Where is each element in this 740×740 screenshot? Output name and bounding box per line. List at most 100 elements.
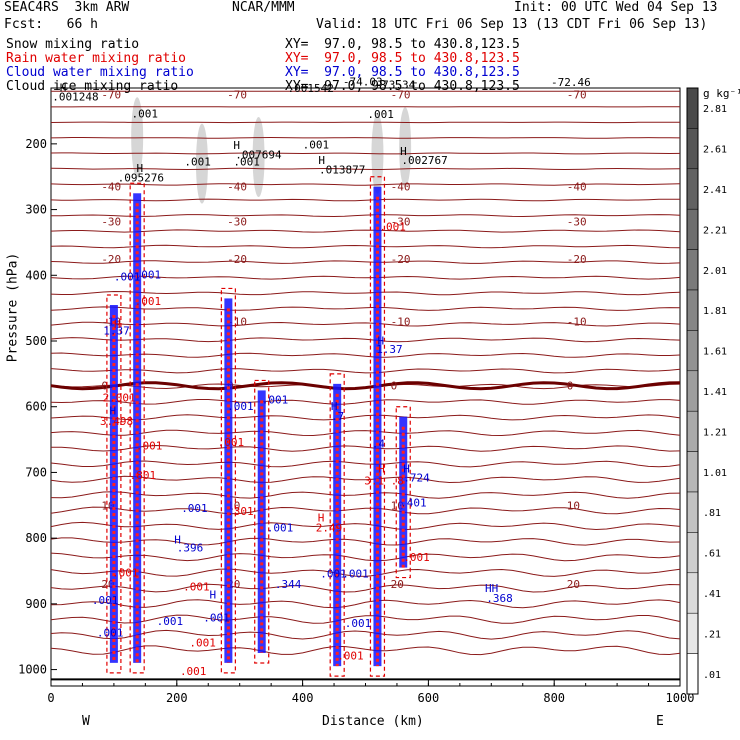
annotation-61: H bbox=[403, 462, 410, 475]
colorbar-swatch-13 bbox=[686, 612, 699, 654]
temperature-label-5-0: 0 bbox=[101, 380, 108, 393]
cloud-water-core-2 bbox=[224, 298, 233, 663]
colorbar-label-1: 2.61 bbox=[703, 145, 727, 156]
colorbar-unit: g kg⁻¹ bbox=[703, 87, 740, 100]
temperature-label-7-3: 20 bbox=[567, 578, 580, 591]
y-tick-label-5: 700 bbox=[25, 465, 47, 479]
colorbar-label-10: .81 bbox=[703, 508, 721, 519]
annotation-35: .001 bbox=[218, 436, 245, 449]
model-title: SEAC4RS 3km ARW bbox=[4, 0, 130, 15]
y-tick-label-0: 200 bbox=[25, 137, 47, 151]
y-axis-label: Pressure (hPa) bbox=[5, 252, 21, 363]
annotation-48: H bbox=[331, 400, 338, 413]
temperature-line-10 bbox=[50, 244, 681, 249]
colorbar-swatch-8 bbox=[686, 410, 699, 452]
annotation-30: .001 bbox=[92, 594, 119, 607]
legend-rain: Rain water mixing ratio bbox=[6, 51, 187, 66]
temperature-line-15 bbox=[50, 321, 681, 327]
annotation-52: .001 bbox=[342, 568, 369, 581]
temperature-line-13 bbox=[50, 290, 681, 296]
annotation-28: .001 bbox=[136, 439, 163, 452]
colorbar-swatch-12 bbox=[686, 572, 699, 614]
annotation-49: 2.49 bbox=[316, 522, 343, 535]
annotation-63: .401 bbox=[400, 497, 427, 510]
annotation-58: 3.1 bbox=[364, 474, 384, 487]
snow-shade-0 bbox=[131, 97, 144, 178]
temperature-label-5-2: 0 bbox=[391, 380, 398, 393]
annotation-4: .095276 bbox=[118, 171, 164, 184]
temperature-line-31 bbox=[50, 568, 681, 577]
annotation-40: H bbox=[174, 533, 181, 546]
temperature-label-4-3: -10 bbox=[567, 315, 587, 328]
temperature-line-28 bbox=[50, 521, 681, 531]
temperature-label-1-1: -40 bbox=[227, 181, 247, 194]
temperature-label-1-2: -40 bbox=[391, 181, 411, 194]
x-endpoint-west: W bbox=[82, 714, 90, 729]
colorbar-label-3: 2.21 bbox=[703, 225, 727, 236]
temperature-label-7-2: 20 bbox=[391, 578, 404, 591]
colorbar-swatch-4 bbox=[686, 249, 699, 291]
annotation-43: .344 bbox=[275, 578, 302, 591]
temperature-label-3-3: -20 bbox=[567, 253, 587, 266]
annotation-20: .001 bbox=[135, 269, 162, 282]
colorbar-swatch-2 bbox=[686, 168, 699, 210]
colorbar-swatch-10 bbox=[686, 491, 699, 533]
y-tick-label-6: 800 bbox=[25, 531, 47, 545]
temperature-label-1-3: -40 bbox=[567, 181, 587, 194]
rain-contour-4 bbox=[329, 373, 345, 677]
y-tick-label-7: 900 bbox=[25, 597, 47, 611]
temperature-line-27 bbox=[50, 506, 681, 515]
temperature-line-11 bbox=[50, 260, 681, 264]
temperature-line-36 bbox=[50, 645, 681, 656]
colorbar-label-5: 1.81 bbox=[703, 306, 727, 317]
temperature-label-1-0: -40 bbox=[101, 181, 121, 194]
snow-shade-1 bbox=[195, 123, 208, 204]
annotation-21: 1.37 bbox=[103, 324, 130, 337]
annotation-55: H bbox=[377, 334, 384, 347]
rain-contour-2 bbox=[220, 287, 236, 674]
annotation-54: .001 bbox=[337, 650, 364, 663]
colorbar-label-8: 1.21 bbox=[703, 427, 727, 438]
annotation-12: .001 bbox=[303, 138, 330, 151]
cloud-water-core-4 bbox=[333, 383, 342, 667]
temperature-line-18 bbox=[50, 368, 681, 374]
annotation-46: .001 bbox=[180, 665, 207, 678]
temperature-label-4-2: -10 bbox=[391, 315, 411, 328]
annotation-37: .301 bbox=[227, 505, 254, 518]
temperature-line-3 bbox=[50, 136, 681, 139]
contour-annotations: H.001248.001H.095276.001H.007694.001.001… bbox=[52, 75, 591, 677]
annotation-23: 2.001 bbox=[103, 391, 136, 404]
colorbar-label-14: .01 bbox=[703, 670, 721, 681]
colorbar-label-9: 1.01 bbox=[703, 468, 727, 479]
temperature-line-29 bbox=[50, 537, 681, 546]
temperature-line-21 bbox=[50, 414, 681, 421]
temperature-label-2-2: -30 bbox=[391, 215, 411, 228]
annotation-47: .7 bbox=[331, 410, 344, 423]
x-tick-label-3: 600 bbox=[418, 691, 440, 705]
annotation-9: .001542 bbox=[288, 82, 334, 95]
temperature-line-24 bbox=[50, 460, 681, 468]
temperature-label-0-3: -70 bbox=[567, 89, 587, 102]
annotation-2: .001 bbox=[132, 108, 159, 121]
annotation-41: .001 bbox=[183, 581, 210, 594]
annotation-7: .007694 bbox=[235, 148, 282, 161]
legend-cloud-water: Cloud water mixing ratio bbox=[6, 65, 194, 80]
annotation-14: .013877 bbox=[319, 163, 365, 176]
convective-cores bbox=[106, 176, 411, 677]
annotation-32: .001 bbox=[157, 615, 184, 628]
annotation-39: .396 bbox=[177, 541, 204, 554]
x-axis-label: Distance (km) bbox=[322, 714, 424, 729]
colorbar-swatch-7 bbox=[686, 370, 699, 412]
annotation-53: .001 bbox=[345, 617, 372, 630]
annotation-27: .801 bbox=[130, 469, 157, 482]
colorbar-label-7: 1.41 bbox=[703, 387, 727, 398]
legend-cloud-ice: Cloud ice mixing ratio bbox=[6, 79, 179, 94]
temperature-label-6-3: 10 bbox=[567, 499, 580, 512]
annotation-18: -72.46 bbox=[551, 76, 591, 89]
snow-shade-2 bbox=[252, 117, 265, 197]
temperature-label-3-1: -20 bbox=[227, 253, 247, 266]
legend-snow: Snow mixing ratio bbox=[6, 37, 140, 52]
rain-contour-1 bbox=[129, 182, 145, 674]
annotation-36: .001 bbox=[227, 400, 254, 413]
